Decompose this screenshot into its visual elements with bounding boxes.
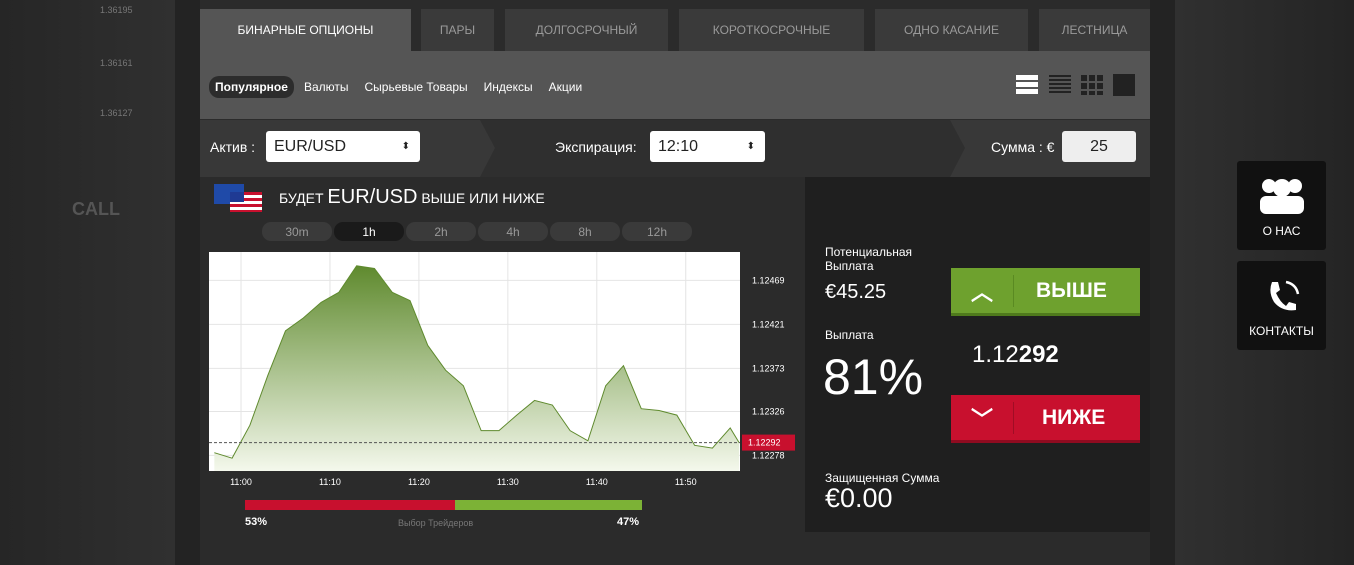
expiry-value: 12:10 <box>658 137 699 155</box>
chart-heading: БУДЕТ EUR/USD ВЫШЕ ИЛИ НИЖЕ <box>279 186 545 209</box>
heading-asset: EUR/USD <box>327 186 418 208</box>
price-chart: 1.12278 1.12326 1.12373 1.12421 1.12469 11:00… <box>209 252 795 487</box>
subtab[interactable]: Сырьевые Товары <box>364 80 468 94</box>
bg-left <box>0 0 175 565</box>
potential-value: €45.25 <box>825 281 887 303</box>
subtab-bar <box>200 51 1150 119</box>
x-tick-label: 11:30 <box>497 477 519 487</box>
tab[interactable]: ОДНО КАСАНИЕ <box>875 9 1028 51</box>
area-fill <box>214 265 740 471</box>
timeframe[interactable]: 1h <box>334 222 404 241</box>
tab[interactable]: ДОЛГОСРОЧНЫЙ <box>505 9 668 51</box>
payout-value: 81% <box>823 349 924 405</box>
timeframe[interactable]: 12h <box>622 222 692 241</box>
potential-label: Потенциальная Выплата <box>825 245 912 273</box>
y-tick-label: 1.12326 <box>752 406 785 416</box>
flag-icon <box>214 184 262 212</box>
phone-icon <box>1269 280 1299 311</box>
protected-label: Защищенная Сумма <box>825 471 940 485</box>
x-tick-label: 11:00 <box>230 477 252 487</box>
bg-ticker: 1.36127 <box>100 108 133 118</box>
payout-label: Выплата <box>825 328 874 342</box>
expiry-select[interactable]: 12:10 ⬍ <box>650 131 765 162</box>
tab[interactable]: ЛЕСТНИЦА <box>1039 9 1150 51</box>
amount-input[interactable]: 25 <box>1062 131 1136 162</box>
timeframe[interactable]: 2h <box>406 222 476 241</box>
asset-value: EUR/USD <box>274 137 347 155</box>
asset-label: Актив : <box>210 139 256 155</box>
current-price: 1.12292 <box>972 341 1059 369</box>
x-tick-label: 11:20 <box>408 477 430 487</box>
contacts-button[interactable]: КОНТАКТЫ <box>1237 261 1326 350</box>
timeframe[interactable]: 30m <box>262 222 332 241</box>
bg-call: CALL <box>72 199 120 219</box>
subtab-list: Популярное Валюты Сырьевые Товары Индекс… <box>209 76 588 98</box>
subtab[interactable]: Индексы <box>483 80 533 94</box>
current-price-label: 1.12292 <box>748 438 781 448</box>
subtab[interactable]: Акции <box>548 80 583 94</box>
protected-value: €0.00 <box>825 483 893 513</box>
sell-bar <box>245 500 455 510</box>
subtab[interactable]: Популярное <box>209 76 294 98</box>
right-panel <box>805 177 1150 532</box>
about-label: О НАС <box>1262 224 1301 238</box>
y-tick-label: 1.12278 <box>752 450 785 460</box>
amount-value: 25 <box>1090 137 1108 155</box>
down-button[interactable]: ﹀ НИЖЕ <box>951 395 1140 443</box>
amount-label: Сумма : € <box>991 139 1055 155</box>
asset-select[interactable]: EUR/USD ⬍ <box>266 131 420 162</box>
about-button[interactable]: О НАС <box>1237 161 1326 250</box>
timeframe[interactable]: 8h <box>550 222 620 241</box>
tab[interactable]: ПАРЫ <box>421 9 494 51</box>
price-bold: 292 <box>1018 341 1059 368</box>
buy-bar <box>455 500 642 510</box>
y-tick-label: 1.12421 <box>752 319 785 329</box>
x-tick-label: 11:50 <box>675 477 697 487</box>
heading-suffix: ВЫШЕ ИЛИ НИЖЕ <box>421 190 545 206</box>
heading-prefix: БУДЕТ <box>279 190 324 206</box>
bg-ticker: 1.36195 <box>100 5 133 15</box>
tab[interactable]: БИНАРНЫЕ ОПЦИОНЫ <box>200 9 411 51</box>
timeframe[interactable]: 4h <box>478 222 548 241</box>
subtab[interactable]: Валюты <box>303 80 349 94</box>
up-label: ВЫШЕ <box>1036 278 1107 302</box>
price-prefix: 1.12 <box>972 341 1019 368</box>
down-label: НИЖЕ <box>1042 405 1106 429</box>
people-icon <box>1259 179 1304 214</box>
traders-label: Выбор Трейдеров <box>398 518 474 528</box>
current-price-box <box>742 434 795 451</box>
contacts-label: КОНТАКТЫ <box>1249 324 1314 338</box>
view-icons[interactable] <box>1014 73 1138 97</box>
buy-percent: 47% <box>617 516 640 528</box>
tab[interactable]: КОРОТКОСРОЧНЫЕ <box>679 9 864 51</box>
price-line <box>214 265 740 459</box>
x-tick-label: 11:40 <box>586 477 608 487</box>
y-tick-label: 1.12469 <box>752 275 785 285</box>
up-button[interactable]: ︿ ВЫШЕ <box>951 268 1140 316</box>
bg-ticker: 1.36161 <box>100 58 133 68</box>
sell-percent: 53% <box>245 516 268 528</box>
x-tick-label: 11:10 <box>319 477 341 487</box>
expiry-label: Экспирация: <box>555 139 637 155</box>
y-tick-label: 1.12373 <box>752 363 785 373</box>
